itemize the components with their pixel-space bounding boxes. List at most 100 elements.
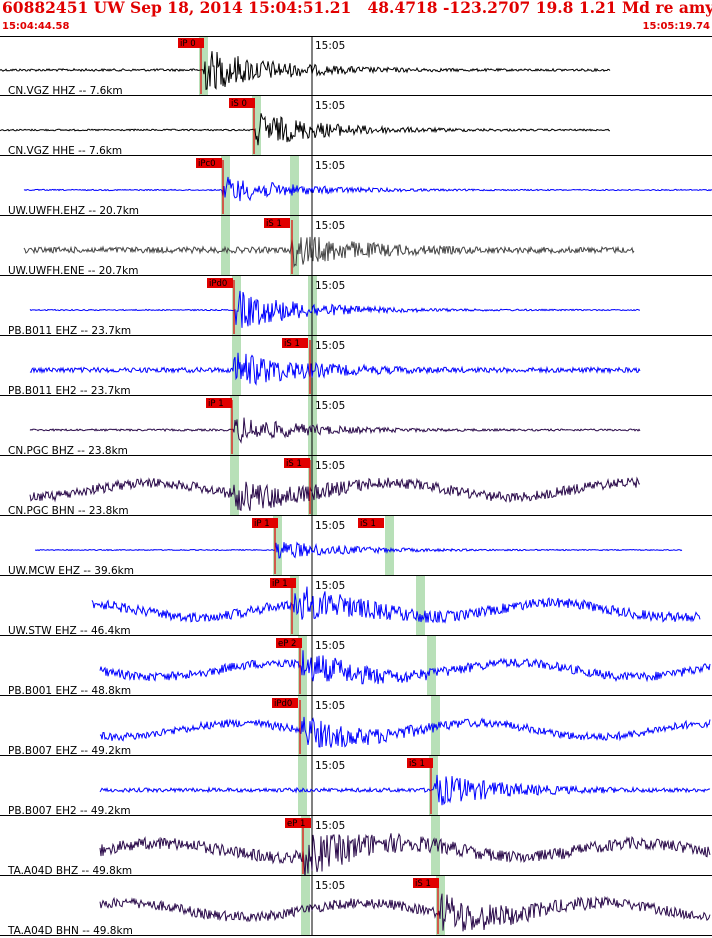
pick-box[interactable]	[264, 218, 290, 228]
station-label: TA.A04D BHZ -- 49.8km	[7, 865, 132, 877]
end-time: 15:05:19.74	[642, 21, 710, 32]
pick-window	[232, 276, 241, 336]
tick-label: 15:05	[315, 700, 345, 712]
tick-label: 15:05	[315, 580, 345, 592]
trace-row[interactable]: iS 1 15:05 TA.A04D BHN -- 49.8km	[0, 876, 712, 937]
tick-label: 15:05	[315, 520, 345, 532]
pick-label: iP 1	[208, 399, 224, 409]
pick-window	[429, 756, 438, 816]
station-label: UW.STW EHZ -- 46.4km	[8, 625, 131, 637]
station-label: UW.UWFH.EHZ -- 20.7km	[8, 205, 139, 217]
waveform	[0, 51, 611, 90]
station-label: PB.B007 EH2 -- 49.2km	[8, 805, 131, 817]
trace-row[interactable]: iS 1 15:05 CN.PGC BHN -- 23.8km	[0, 456, 712, 517]
station-label: PB.B011 EHZ -- 23.7km	[8, 325, 131, 337]
pick-label: iS 1	[286, 459, 302, 469]
trace-row[interactable]: eP 2 15:05 PB.B001 EHZ -- 48.8km	[0, 636, 712, 697]
pick-label: iS 0	[231, 99, 247, 109]
trace-row[interactable]: iP 1 15:05 UW.STW EHZ -- 46.4km	[0, 576, 712, 637]
station-label: CN.PGC BHN -- 23.8km	[8, 505, 129, 517]
pick-box[interactable]	[229, 98, 255, 108]
pick-label: eP 2	[278, 639, 296, 649]
pick-box[interactable]	[282, 338, 308, 348]
pick-label: iS 1	[266, 219, 282, 229]
station-label: UW.MCW EHZ -- 39.6km	[8, 565, 134, 577]
seismogram-panel[interactable]: iP 0 15:05 CN.VGZ HHZ -- 7.6km iS 0 15:05 CN.…	[0, 36, 712, 938]
pick-window	[232, 336, 241, 396]
pick-label: iPc0	[198, 159, 216, 169]
pick-label: eP 1	[287, 819, 305, 829]
waveform	[35, 541, 683, 559]
waveform	[0, 113, 611, 146]
pick-window	[298, 756, 307, 816]
waveform	[99, 832, 711, 879]
waveform	[29, 290, 640, 328]
trace-row[interactable]: iS 1 15:05 UW.UWFH.ENE -- 20.7km	[0, 216, 712, 277]
tick-label: 15:05	[315, 40, 345, 52]
pick-window	[221, 216, 230, 276]
pick-label: iPd0	[274, 699, 292, 709]
trace-row[interactable]: iP 0 15:05 CN.VGZ HHZ -- 7.6km	[0, 36, 712, 97]
pick-label: iS 1	[409, 759, 425, 769]
tick-label: 15:05	[315, 220, 345, 232]
pick-window	[290, 216, 299, 276]
start-time: 15:04:44.58	[2, 21, 70, 32]
trace-row[interactable]: iP 1 15:05 CN.PGC BHZ -- 23.8km	[0, 396, 712, 457]
pick-box[interactable]	[207, 278, 233, 288]
station-label: PB.B007 EHZ -- 49.2km	[8, 745, 131, 757]
pick-box[interactable]	[284, 458, 310, 468]
pick-box[interactable]	[407, 758, 433, 768]
station-label: PB.B001 EHZ -- 48.8km	[8, 685, 131, 697]
pick-window	[252, 96, 261, 156]
pick-window	[290, 156, 299, 216]
pick-box[interactable]	[178, 38, 204, 48]
title-bar: 60882451 UW Sep 18, 2014 15:04:51.21 48.…	[0, 0, 712, 36]
trace-row[interactable]: iPd0 15:05 PB.B007 EHZ -- 49.2km	[0, 696, 712, 757]
pick-box[interactable]	[285, 818, 311, 828]
pick-window	[431, 816, 440, 876]
pick-label: iS 1	[415, 879, 431, 889]
pick-box[interactable]	[272, 698, 298, 708]
tick-label: 15:05	[315, 100, 345, 112]
waveform	[29, 417, 641, 444]
pick-label: iP 0	[180, 39, 196, 49]
tick-label: 15:05	[315, 340, 345, 352]
tick-label: 15:05	[315, 880, 345, 892]
pick-label: iPd0	[209, 279, 227, 289]
trace-row[interactable]: iS 1 15:05 PB.B011 EH2 -- 23.7km	[0, 336, 712, 397]
station-label: TA.A04D BHN -- 49.8km	[7, 925, 133, 937]
trace-row[interactable]: iS 0 15:05 CN.VGZ HHE -- 7.6km	[0, 96, 712, 157]
trace-row[interactable]: eP 1 15:05 TA.A04D BHZ -- 49.8km	[0, 816, 712, 879]
pick-box[interactable]	[270, 578, 296, 588]
station-label: CN.PGC BHZ -- 23.8km	[8, 445, 128, 457]
pick-label: iP 1	[272, 579, 288, 589]
trace-row[interactable]: iP 1 iS 1 15:05 UW.MCW EHZ -- 39.6km	[0, 516, 712, 577]
station-label: CN.VGZ HHZ -- 7.6km	[8, 85, 123, 97]
trace-row[interactable]: iPd0 15:05 PB.B011 EHZ -- 23.7km	[0, 276, 712, 337]
station-label: UW.UWFH.ENE -- 20.7km	[8, 265, 138, 277]
station-label: PB.B011 EH2 -- 23.7km	[8, 385, 131, 397]
event-title: 60882451 UW Sep 18, 2014 15:04:51.21 48.…	[2, 0, 712, 17]
pick-label: iP 1	[254, 519, 270, 529]
tick-label: 15:05	[315, 400, 345, 412]
pick-window	[427, 636, 436, 696]
pick-window	[301, 876, 310, 936]
pick-label: iS 1	[284, 339, 300, 349]
trace-row[interactable]: iPc0 15:05 UW.UWFH.EHZ -- 20.7km	[0, 156, 712, 217]
waveform	[99, 893, 711, 932]
pick-window	[385, 516, 394, 576]
pick-label-2: iS 1	[360, 519, 376, 529]
tick-label: 15:05	[315, 820, 345, 832]
station-label: CN.VGZ HHE -- 7.6km	[8, 145, 122, 157]
pick-box[interactable]	[276, 638, 302, 648]
pick-box[interactable]	[206, 398, 232, 408]
tick-label: 15:05	[315, 460, 345, 472]
pick-box[interactable]	[252, 518, 278, 528]
pick-box[interactable]	[196, 158, 222, 168]
waveform	[99, 774, 711, 806]
pick-box[interactable]	[413, 878, 439, 888]
pick-box[interactable]	[358, 518, 384, 528]
trace-row[interactable]: iS 1 15:05 PB.B007 EH2 -- 49.2km	[0, 756, 712, 817]
tick-label: 15:05	[315, 160, 345, 172]
tick-label: 15:05	[315, 760, 345, 772]
